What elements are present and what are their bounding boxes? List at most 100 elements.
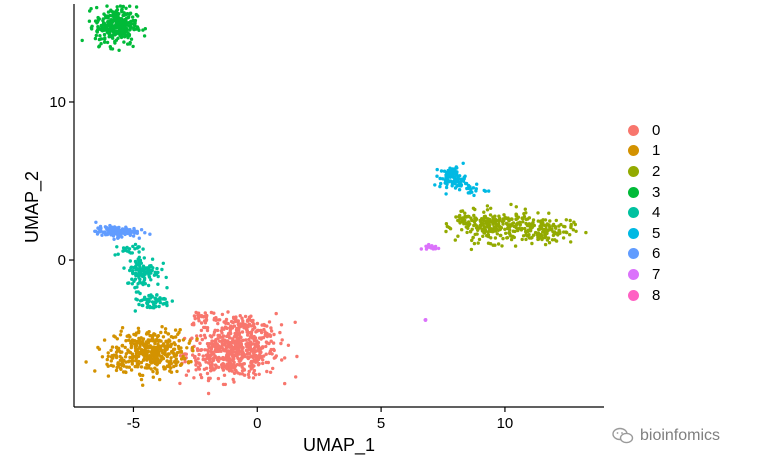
data-point <box>141 358 146 362</box>
data-point <box>139 340 143 345</box>
data-point <box>231 377 235 382</box>
data-point <box>186 369 191 373</box>
data-point <box>116 25 120 29</box>
data-point <box>127 359 132 363</box>
data-point <box>239 323 244 327</box>
data-point <box>231 359 235 363</box>
data-point <box>531 218 536 222</box>
data-point <box>134 341 139 346</box>
data-point <box>568 218 572 223</box>
data-point <box>156 350 160 355</box>
data-point <box>169 366 173 370</box>
data-point <box>435 174 439 178</box>
data-point <box>134 359 138 363</box>
data-point <box>192 376 196 380</box>
data-point <box>238 341 243 345</box>
data-point <box>163 348 167 352</box>
data-point <box>139 228 144 232</box>
data-point <box>472 223 476 228</box>
data-point <box>123 355 128 359</box>
data-point <box>242 362 246 366</box>
data-point <box>255 339 259 343</box>
data-point <box>475 182 479 186</box>
data-point <box>487 223 492 228</box>
data-point <box>141 303 145 308</box>
data-point <box>156 270 160 275</box>
data-point <box>455 177 459 181</box>
data-point <box>485 208 490 212</box>
data-point <box>204 319 208 323</box>
cluster-2-points <box>444 202 588 252</box>
data-point <box>246 372 251 377</box>
cluster-5-points <box>433 161 491 198</box>
data-point <box>159 344 164 348</box>
data-point <box>171 351 175 355</box>
data-point <box>497 224 501 228</box>
y-axis-label: UMAP_2 <box>22 171 43 243</box>
data-point <box>134 297 138 301</box>
data-point <box>244 342 249 347</box>
data-point <box>197 319 201 323</box>
data-point <box>267 320 272 324</box>
data-point <box>283 356 287 360</box>
legend-swatch <box>628 268 639 280</box>
data-point <box>117 233 122 237</box>
data-point <box>466 214 470 218</box>
x-tick-label: 10 <box>497 415 514 432</box>
data-point <box>213 343 217 347</box>
data-point <box>485 219 489 223</box>
data-point <box>124 6 128 10</box>
data-point <box>111 364 116 368</box>
data-point <box>539 225 544 230</box>
data-point <box>157 347 161 351</box>
data-point <box>448 179 452 183</box>
data-point <box>268 349 272 354</box>
data-point <box>248 364 252 368</box>
data-point <box>120 343 125 348</box>
data-point <box>206 391 211 396</box>
data-point <box>124 339 128 343</box>
data-point <box>89 7 93 11</box>
data-point <box>231 337 235 341</box>
data-point <box>506 223 510 228</box>
data-point <box>286 343 291 347</box>
data-point <box>158 377 162 382</box>
data-point <box>197 352 201 357</box>
data-point <box>430 244 434 248</box>
data-point <box>529 227 533 232</box>
legend-label: 1 <box>652 142 661 160</box>
data-point <box>137 250 141 254</box>
data-point <box>104 226 109 231</box>
data-point <box>485 233 490 238</box>
data-point <box>250 342 255 346</box>
data-point <box>507 230 511 235</box>
data-point <box>531 220 535 225</box>
data-point <box>143 366 147 370</box>
data-point <box>547 241 552 245</box>
data-point <box>548 219 552 223</box>
data-point <box>122 13 126 17</box>
data-point <box>97 44 102 48</box>
data-point <box>470 238 474 243</box>
data-point <box>293 320 297 324</box>
data-point <box>197 361 201 365</box>
data-point <box>509 234 513 238</box>
data-point <box>137 236 141 240</box>
data-point <box>240 372 245 376</box>
data-point <box>179 362 184 366</box>
data-point <box>150 294 154 299</box>
cluster-7-points <box>419 242 441 322</box>
data-point <box>279 341 283 346</box>
data-point <box>141 282 145 287</box>
data-point <box>228 364 232 368</box>
data-point <box>226 331 231 336</box>
data-point <box>216 321 220 326</box>
data-point <box>160 267 164 272</box>
data-point <box>199 328 204 333</box>
data-point <box>150 268 154 273</box>
data-point <box>459 177 463 181</box>
data-point <box>280 338 284 342</box>
data-point <box>122 40 126 44</box>
data-point <box>216 333 220 338</box>
data-point <box>186 361 191 365</box>
